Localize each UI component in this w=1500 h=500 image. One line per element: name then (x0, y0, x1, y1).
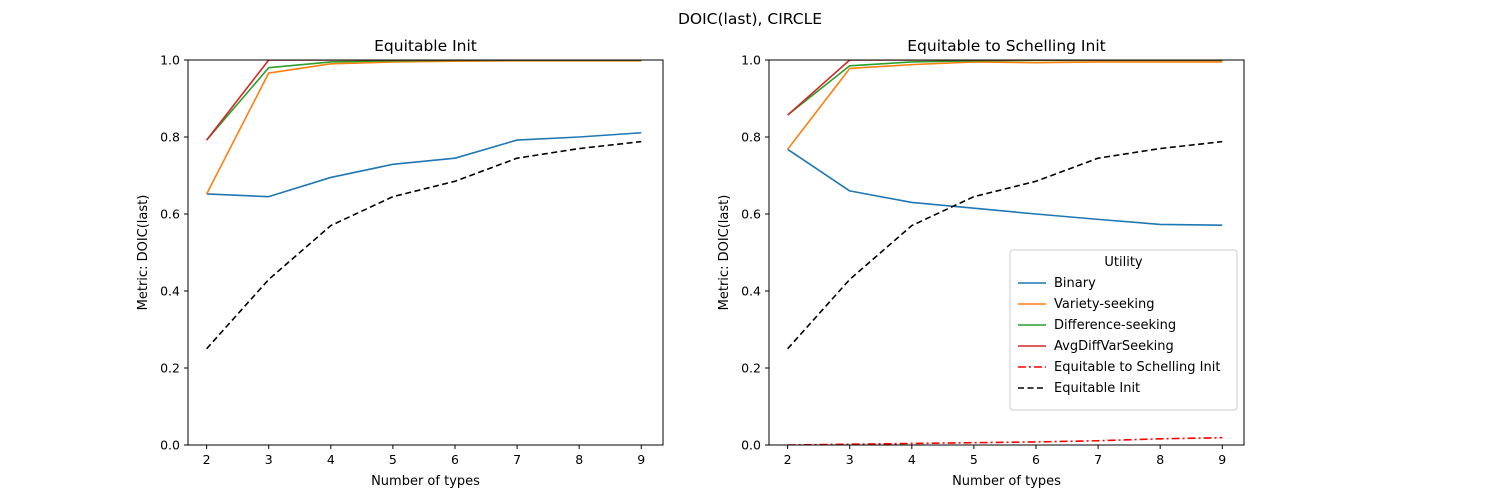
x-tick-label: 6 (451, 452, 459, 467)
y-tick: 0.2 (160, 361, 188, 376)
x-tick-label: 3 (265, 452, 273, 467)
legend-item-equitable-to-schelling-init: Equitable to Schelling Init (1018, 360, 1220, 375)
y-tick-label: 0.8 (160, 130, 180, 145)
y-tick: 0.0 (741, 438, 769, 453)
y-axis-label: Metric: DOIC(last) (717, 195, 732, 311)
y-tick: 1.0 (741, 53, 769, 68)
x-tick-label: 7 (1094, 452, 1102, 467)
x-tick-label: 5 (389, 452, 397, 467)
y-tick-label: 0.4 (741, 284, 761, 299)
y-tick: 0.8 (160, 130, 188, 145)
series-line-variety-seeking (786, 61, 1223, 150)
x-tick: 5 (970, 445, 978, 467)
x-tick-label: 4 (327, 452, 335, 467)
y-tick: 0.8 (741, 130, 769, 145)
legend-frame (1009, 249, 1238, 411)
y-axis-label: Metric: DOIC(last) (136, 195, 151, 311)
x-axis-label: Number of types (371, 474, 480, 489)
legend-label: Difference-seeking (1054, 318, 1176, 333)
subplot-title: Equitable Init (374, 37, 477, 55)
y-tick: 0.6 (741, 207, 769, 222)
x-tick-label: 9 (1218, 452, 1226, 467)
x-tick: 4 (908, 445, 916, 467)
x-tick: 7 (513, 445, 521, 467)
legend-item-equitable-init: Equitable Init (1018, 381, 1140, 396)
legend-item-variety-seeking: Variety-seeking (1018, 297, 1154, 312)
legend-item-binary: Binary (1018, 276, 1096, 291)
y-tick-label: 0.8 (741, 130, 761, 145)
y-tick-label: 0.2 (741, 361, 761, 376)
x-tick: 9 (1218, 445, 1226, 467)
y-tick-label: 1.0 (741, 53, 761, 68)
x-tick: 6 (1032, 445, 1040, 467)
x-tick: 2 (784, 445, 792, 467)
series-line-binary (206, 131, 642, 198)
x-tick-label: 4 (908, 452, 916, 467)
series-line-binary (787, 148, 1223, 226)
y-tick-label: 0.0 (741, 438, 761, 453)
x-tick-label: 7 (513, 452, 521, 467)
legend-label: Equitable to Schelling Init (1054, 360, 1220, 375)
subplot-title: Equitable to Schelling Init (907, 37, 1105, 55)
x-tick: 8 (1156, 445, 1164, 467)
x-axis-label: Number of types (952, 474, 1061, 489)
y-tick-label: 0.6 (741, 207, 761, 222)
series-line-equitable-init (206, 140, 642, 350)
plot-frame (768, 59, 1245, 446)
legend-label: AvgDiffVarSeeking (1054, 339, 1174, 354)
y-tick-label: 1.0 (160, 53, 180, 68)
x-tick: 5 (389, 445, 397, 467)
series-line-equitable-init (787, 140, 1223, 350)
subplot-equitable-init: 2 3 4 5 6 7 8 9 0.0 0.2 0.4 0.6 0.8 1.0 Equitable Init… (136, 37, 664, 489)
x-tick-label: 9 (637, 452, 645, 467)
x-tick: 4 (327, 445, 335, 467)
x-tick: 6 (451, 445, 459, 467)
legend-title: Utility (1104, 255, 1143, 270)
x-tick-label: 8 (575, 452, 583, 467)
legend: Utility Binary Variety-seeking Difference-s… (1009, 249, 1238, 411)
x-tick: 9 (637, 445, 645, 467)
legend-label: Equitable Init (1054, 381, 1140, 396)
x-tick-label: 8 (1156, 452, 1164, 467)
y-tick: 0.0 (160, 438, 188, 453)
x-tick: 7 (1094, 445, 1102, 467)
legend-item-avgdiffvarseeking: AvgDiffVarSeeking (1018, 339, 1174, 354)
figure-title: DOIC(last), CIRCLE (678, 10, 822, 28)
y-tick: 0.2 (741, 361, 769, 376)
x-tick-label: 3 (846, 452, 854, 467)
y-tick-label: 0.2 (160, 361, 180, 376)
x-tick-label: 6 (1032, 452, 1040, 467)
y-tick-label: 0.6 (160, 207, 180, 222)
y-tick: 0.4 (160, 284, 188, 299)
y-tick: 0.6 (160, 207, 188, 222)
legend-item-difference-seeking: Difference-seeking (1018, 318, 1176, 333)
subplot-equitable-to-schelling-init: 2 3 4 5 6 7 8 9 0.0 0.2 0.4 0.6 0.8 1.0 Equitable to S… (717, 37, 1245, 489)
plot-frame (187, 59, 664, 446)
x-tick: 3 (265, 445, 273, 467)
y-tick: 1.0 (160, 53, 188, 68)
x-tick: 8 (575, 445, 583, 467)
x-tick: 3 (846, 445, 854, 467)
x-tick-label: 5 (970, 452, 978, 467)
x-tick-label: 2 (784, 452, 792, 467)
y-tick-label: 0.0 (160, 438, 180, 453)
y-tick-label: 0.4 (160, 284, 180, 299)
x-tick-label: 2 (203, 452, 211, 467)
x-tick: 2 (203, 445, 211, 467)
legend-label: Binary (1054, 276, 1096, 291)
y-tick: 0.4 (741, 284, 769, 299)
legend-label: Variety-seeking (1054, 297, 1154, 312)
